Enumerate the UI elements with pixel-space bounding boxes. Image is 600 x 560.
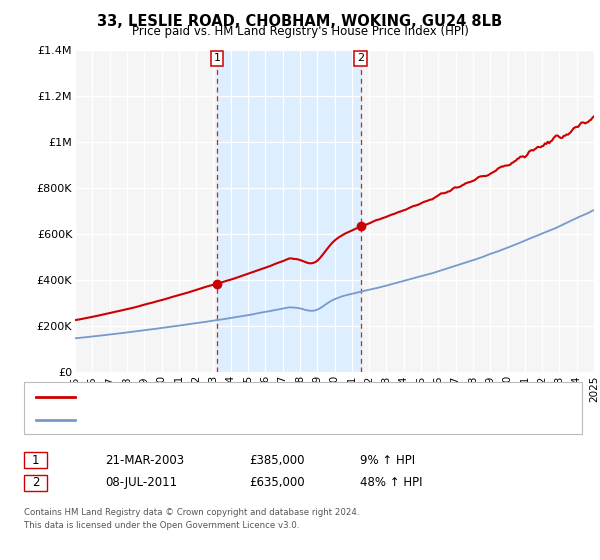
Text: 21-MAR-2003: 21-MAR-2003 xyxy=(105,454,184,467)
Text: 2: 2 xyxy=(32,476,39,489)
Text: £385,000: £385,000 xyxy=(249,454,305,467)
Text: 33, LESLIE ROAD, CHOBHAM, WOKING, GU24 8LB: 33, LESLIE ROAD, CHOBHAM, WOKING, GU24 8… xyxy=(97,14,503,29)
Text: Price paid vs. HM Land Registry's House Price Index (HPI): Price paid vs. HM Land Registry's House … xyxy=(131,25,469,38)
Text: Contains HM Land Registry data © Crown copyright and database right 2024.: Contains HM Land Registry data © Crown c… xyxy=(24,508,359,517)
Text: 48% ↑ HPI: 48% ↑ HPI xyxy=(360,476,422,489)
Text: HPI: Average price, detached house, Surrey Heath: HPI: Average price, detached house, Surr… xyxy=(81,414,343,424)
Text: 1: 1 xyxy=(32,454,39,467)
Text: £635,000: £635,000 xyxy=(249,476,305,489)
Text: 33, LESLIE ROAD, CHOBHAM, WOKING, GU24 8LB (detached house): 33, LESLIE ROAD, CHOBHAM, WOKING, GU24 8… xyxy=(81,392,433,402)
Text: 08-JUL-2011: 08-JUL-2011 xyxy=(105,476,177,489)
Text: 9% ↑ HPI: 9% ↑ HPI xyxy=(360,454,415,467)
Bar xyxy=(217,50,361,372)
Text: 2: 2 xyxy=(357,53,364,63)
Text: 1: 1 xyxy=(214,53,221,63)
Text: This data is licensed under the Open Government Licence v3.0.: This data is licensed under the Open Gov… xyxy=(24,521,299,530)
